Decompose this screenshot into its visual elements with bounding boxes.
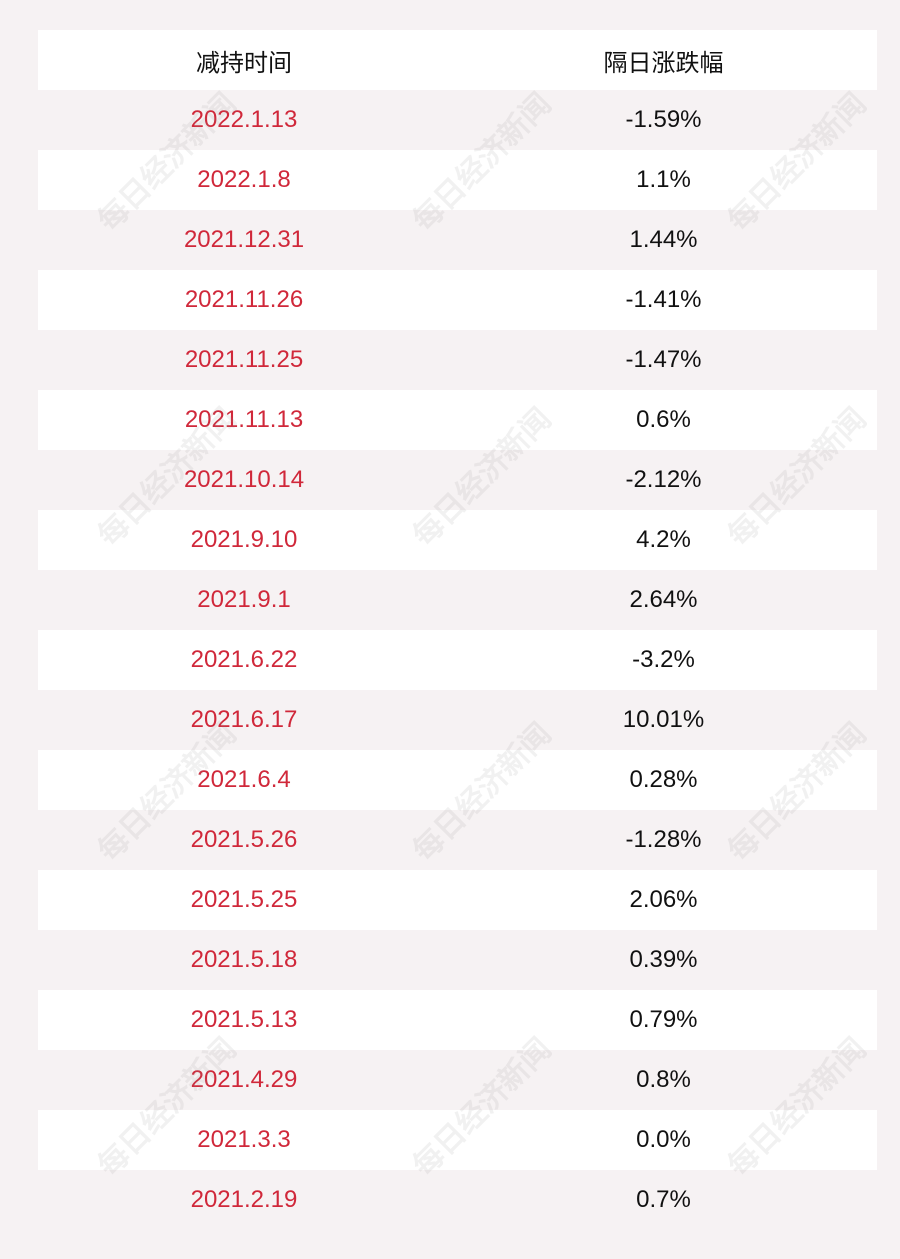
- date-cell: 2021.5.25: [190, 886, 298, 913]
- date-cell: 2021.2.19: [190, 1186, 298, 1213]
- change-cell: 0.0%: [636, 1126, 691, 1153]
- table-row: 2022.1.8 1.1%: [38, 150, 877, 210]
- table-row: 2021.11.25 -1.47%: [38, 330, 877, 390]
- header-cell: 隔日涨跌幅: [603, 49, 724, 77]
- table-row: 2022.1.13 -1.59%: [38, 90, 877, 150]
- date-cell: 2021.11.26: [184, 286, 304, 313]
- change-cell: 0.79%: [629, 1006, 698, 1033]
- header-row: 减持时间 隔日涨跌幅: [38, 30, 877, 90]
- change-cell: 0.39%: [629, 946, 698, 973]
- change-cell: 0.8%: [636, 1066, 691, 1093]
- change-cell: 0.7%: [636, 1186, 691, 1213]
- table-row: 2021.12.31 1.44%: [38, 210, 877, 270]
- change-cell: 2.06%: [629, 886, 698, 913]
- change-cell: 1.44%: [629, 226, 698, 253]
- change-cell: 10.01%: [622, 706, 705, 733]
- table-row: 2021.5.25 2.06%: [38, 870, 877, 930]
- change-cell: -1.41%: [625, 286, 702, 313]
- date-cell: 2021.6.4: [197, 766, 291, 793]
- date-cell: 2021.5.26: [190, 826, 298, 853]
- table-row: 2021.3.3 0.0%: [38, 1110, 877, 1170]
- table-row: 2021.5.26 -1.28%: [38, 810, 877, 870]
- table-row: 2021.6.22 -3.2%: [38, 630, 877, 690]
- date-cell: 2021.6.22: [190, 646, 298, 673]
- date-cell: 2021.5.13: [190, 1006, 298, 1033]
- change-cell: -1.47%: [625, 346, 702, 373]
- change-cell: 0.6%: [636, 406, 691, 433]
- change-cell: 0.28%: [629, 766, 698, 793]
- change-cell: -3.2%: [632, 646, 695, 673]
- table: 减持时间 隔日涨跌幅 2022.1.13 -1.59% 2022.1.8 1.1% 2021…: [38, 30, 877, 1230]
- date-cell: 2021.11.13: [184, 406, 304, 433]
- date-cell: 2021.4.29: [190, 1066, 298, 1093]
- date-cell: 2021.9.1: [197, 586, 291, 613]
- date-cell: 2021.5.18: [190, 946, 298, 973]
- change-cell: 1.1%: [636, 166, 691, 193]
- table-row: 2021.6.4 0.28%: [38, 750, 877, 810]
- date-cell: 2021.11.25: [184, 346, 304, 373]
- date-cell: 2022.1.8: [197, 166, 291, 193]
- header-cell: 减持时间: [196, 49, 292, 77]
- table-row: 2021.5.18 0.39%: [38, 930, 877, 990]
- table-row: 2021.9.10 4.2%: [38, 510, 877, 570]
- table-row: 2021.5.13 0.79%: [38, 990, 877, 1050]
- table-row: 2021.4.29 0.8%: [38, 1050, 877, 1110]
- table-row: 2021.2.19 0.7%: [38, 1170, 877, 1230]
- date-cell: 2021.12.31: [183, 226, 305, 253]
- table-row: 2021.11.26 -1.41%: [38, 270, 877, 330]
- table-row: 2021.11.13 0.6%: [38, 390, 877, 450]
- change-cell: 2.64%: [629, 586, 698, 613]
- change-cell: -1.59%: [625, 106, 702, 133]
- date-cell: 2021.9.10: [190, 526, 298, 553]
- date-cell: 2021.6.17: [190, 706, 298, 733]
- table-row: 2021.10.14 -2.12%: [38, 450, 877, 510]
- date-cell: 2021.3.3: [197, 1126, 291, 1153]
- change-cell: -1.28%: [625, 826, 702, 853]
- change-cell: 4.2%: [636, 526, 691, 553]
- date-cell: 2021.10.14: [183, 466, 305, 493]
- change-cell: -2.12%: [625, 466, 702, 493]
- table-row: 2021.6.17 10.01%: [38, 690, 877, 750]
- table-row: 2021.9.1 2.64%: [38, 570, 877, 630]
- date-cell: 2022.1.13: [190, 106, 298, 133]
